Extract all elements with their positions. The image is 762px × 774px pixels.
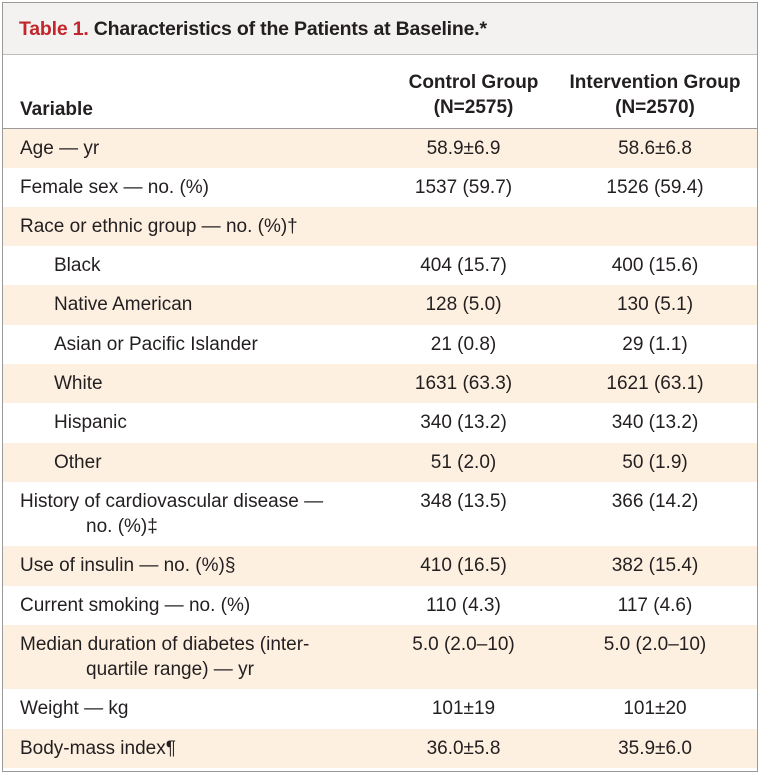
cell-control-value: 110 (4.3) [426,595,501,616]
row-label-text: Median duration of diabetes (inter- [20,634,310,655]
table-row: Hispanic 340 (13.2) 340 (13.2) [3,403,757,443]
table-caption: Characteristics of the Patients at Basel… [93,18,487,40]
cell-intervention-value: 400 (15.6) [611,255,699,276]
cell-intervention-value: 5.0 (2.0–10) [603,634,707,655]
row-label: Current smoking — no. (%) [20,593,250,618]
cell-intervention-value: 58.6±6.8 [618,138,692,159]
row-label: Body-mass index¶ [20,736,176,761]
cell-intervention-value: 340 (13.2) [611,412,699,433]
row-label-text: White [54,373,103,394]
header-intervention-group: Intervention Group (N=2570) [560,70,750,120]
row-label: History of cardiovascular disease — no. (… [20,489,323,539]
cell-control-value: 348 (13.5) [420,491,507,512]
row-label-text: Current smoking — no. (%) [20,595,251,616]
table-row: Native American 128 (5.0) 130 (5.1) [3,285,757,325]
cell-control-value: 340 (13.2) [420,412,507,433]
cell-control-value: 101±19 [431,698,496,719]
row-label-continuation: no. (%)‡ [86,516,158,537]
table-row: Use of insulin — no. (%)§ 410 (16.5) 382 (… [3,546,757,586]
row-label: Use of insulin — no. (%)§ [20,553,235,578]
cell-control-value: 51 (2.0) [430,452,497,473]
cell-intervention-value: 366 (14.2) [611,491,699,512]
row-label-text: Use of insulin — no. (%)§ [20,555,236,576]
table-row: History of cardiovascular disease — no. (… [3,482,757,546]
table-row: White 1631 (63.3) 1621 (63.1) [3,364,757,403]
header-intervention-n: (N=2570) [615,97,695,118]
cell-control-value: 21 (0.8) [430,334,497,355]
row-label-text: Female sex — no. (%) [20,177,209,198]
table-title: Table 1. Characteristics of the Patients… [19,18,487,41]
header-divider [3,128,757,129]
table-row: Asian or Pacific Islander 21 (0.8) 29 (1.1… [3,325,757,364]
row-label: Race or ethnic group — no. (%)† [20,214,298,239]
cell-intervention-value: 382 (15.4) [611,555,699,576]
row-label-text: Weight — kg [20,698,129,719]
table-row: Body-mass index¶ 36.0±5.8 35.9±6.0 [3,729,757,768]
row-label-text: Race or ethnic group — no. (%)† [20,216,298,237]
row-label: White [54,371,103,396]
row-label: Other [54,450,102,475]
cell-intervention-value: 35.9±6.0 [618,738,692,759]
table-row: Current smoking — no. (%) 110 (4.3) 117 (4… [3,586,757,625]
header-control-name: Control Group [408,72,539,93]
header-variable: Variable [20,99,93,120]
row-label: Female sex — no. (%) [20,175,209,200]
row-label-text: Other [54,452,102,473]
cell-intervention-value: 117 (4.6) [617,595,693,616]
row-label: Black [54,253,100,278]
row-label-text: Black [54,255,101,276]
row-label: Asian or Pacific Islander [54,332,258,357]
table-row: Age — yr 58.9±6.9 58.6±6.8 [3,129,757,168]
header-control-n: (N=2575) [433,97,514,118]
cell-intervention-value: 101±20 [623,698,687,719]
cell-intervention-value: 1621 (63.1) [606,373,704,394]
cell-control-value: 128 (5.0) [425,294,502,315]
row-label: Weight — kg [20,696,128,721]
cell-control-value: 5.0 (2.0–10) [412,634,515,655]
cell-control-value: 1537 (59.7) [414,177,513,198]
row-label: Native American [54,292,192,317]
cell-control-value: 1631 (63.3) [414,373,513,394]
row-label-text: History of cardiovascular disease — [20,491,324,512]
row-label-continuation: quartile range) — yr [86,659,254,680]
row-label-text: Body-mass index¶ [20,738,176,759]
cell-intervention-value: 130 (5.1) [616,294,694,315]
row-label: Hispanic [54,410,127,435]
cell-intervention-value: 1526 (59.4) [606,177,704,198]
row-label-text: Asian or Pacific Islander [54,334,258,355]
row-label: Median duration of diabetes (inter-quart… [20,632,309,682]
table-number: Table 1. [19,18,89,40]
table-row: Female sex — no. (%) 1537 (59.7) 1526 (59.… [3,168,757,207]
row-label-text: Hispanic [54,412,127,433]
row-label-text: Age — yr [20,138,100,159]
cell-intervention-value: 29 (1.1) [622,334,688,355]
cell-control-value: 410 (16.5) [420,555,507,576]
cell-control-value: 36.0±5.8 [426,738,501,759]
header-control-group: Control Group (N=2575) [401,70,546,120]
table-row: Weight — kg 101±19 101±20 [3,689,757,729]
cell-control-value: 404 (15.7) [420,255,507,276]
table-row: Black 404 (15.7) 400 (15.6) [3,246,757,285]
cell-control-value: 58.9±6.9 [426,138,501,159]
table-row: Other 51 (2.0) 50 (1.9) [3,443,757,482]
header-intervention-name: Intervention Group [569,72,741,93]
cell-intervention-value: 50 (1.9) [622,452,688,473]
table-body: Age — yr 58.9±6.9 58.6±6.8 Female sex — no.… [3,129,757,768]
row-label: Age — yr [20,136,99,161]
table-row: Median duration of diabetes (inter-quart… [3,625,757,689]
table-title-bar: Table 1. Characteristics of the Patients… [3,3,757,55]
table-row: Race or ethnic group — no. (%)† [3,207,757,246]
row-label-text: Native American [54,294,193,315]
